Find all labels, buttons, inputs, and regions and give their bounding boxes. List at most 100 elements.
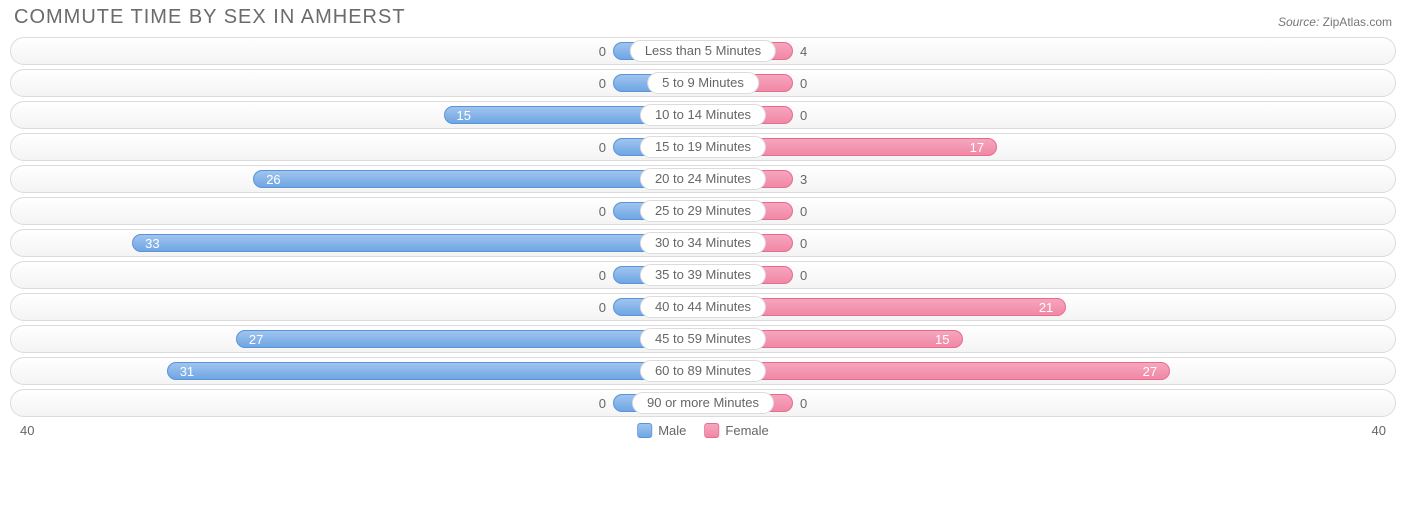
male-half: 27 (11, 326, 703, 352)
female-value: 0 (792, 236, 815, 251)
male-half: 15 (11, 102, 703, 128)
category-label: 15 to 19 Minutes (640, 136, 766, 158)
female-value: 0 (792, 76, 815, 91)
category-label: Less than 5 Minutes (630, 40, 776, 62)
female-value: 0 (792, 108, 815, 123)
category-label: 35 to 39 Minutes (640, 264, 766, 286)
legend-item-female: Female (704, 423, 768, 438)
chart-row: 005 to 9 Minutes (10, 67, 1396, 99)
legend-label-male: Male (658, 423, 686, 438)
female-half: 0 (703, 102, 1395, 128)
chart-row: 0 0 35 to 39 Minutes (10, 259, 1396, 291)
chart-row-track: 0 0 25 to 29 Minutes (10, 197, 1396, 225)
male-half: 0 (11, 294, 703, 320)
chart-row-track: 0 21 40 to 44 Minutes (10, 293, 1396, 321)
category-label: 45 to 59 Minutes (640, 328, 766, 350)
male-half: 0 (11, 134, 703, 160)
legend-item-male: Male (637, 423, 686, 438)
male-value: 0 (591, 44, 614, 59)
female-bar: 27 (703, 362, 1170, 380)
female-value: 27 (1135, 364, 1165, 379)
chart-row: 0 4 Less than 5 Minutes (10, 35, 1396, 67)
category-label: 30 to 34 Minutes (640, 232, 766, 254)
male-bar: 33 (132, 234, 703, 252)
chart-row-track: 0 4 Less than 5 Minutes (10, 37, 1396, 65)
male-bar: 31 (167, 362, 703, 380)
male-half: 26 (11, 166, 703, 192)
male-value: 15 (449, 108, 479, 123)
chart-footer: 40 Male Female 40 (10, 421, 1396, 445)
category-label: 40 to 44 Minutes (640, 296, 766, 318)
female-half: 0 (703, 390, 1395, 416)
male-value: 0 (591, 396, 614, 411)
female-half: 17 (703, 134, 1395, 160)
chart-row-track: 26 3 20 to 24 Minutes (10, 165, 1396, 193)
chart-row: 33 0 30 to 34 Minutes (10, 227, 1396, 259)
female-half: 0 (703, 262, 1395, 288)
female-value: 21 (1031, 300, 1061, 315)
axis-max-right: 40 (1372, 423, 1386, 438)
category-label: 60 to 89 Minutes (640, 360, 766, 382)
chart-row: 0 0 25 to 29 Minutes (10, 195, 1396, 227)
male-value: 0 (591, 140, 614, 155)
female-value: 4 (792, 44, 815, 59)
male-half: 33 (11, 230, 703, 256)
male-value: 0 (591, 204, 614, 219)
female-value: 0 (792, 204, 815, 219)
chart-row: 31 27 60 to 89 Minutes (10, 355, 1396, 387)
chart-row-track: 27 15 45 to 59 Minutes (10, 325, 1396, 353)
chart-source: Source: ZipAtlas.com (1278, 15, 1392, 29)
chart-legend: Male Female (637, 423, 769, 438)
female-value: 0 (792, 396, 815, 411)
male-half: 0 (11, 390, 703, 416)
chart-header: COMMUTE TIME BY SEX IN AMHERST Source: Z… (10, 6, 1396, 35)
source-label: Source: (1278, 15, 1319, 29)
male-half: 0 (11, 70, 703, 96)
male-value: 0 (591, 300, 614, 315)
legend-label-female: Female (725, 423, 768, 438)
category-label: 25 to 29 Minutes (640, 200, 766, 222)
legend-swatch-male (637, 423, 652, 438)
female-half: 15 (703, 326, 1395, 352)
chart-row-track: 33 0 30 to 34 Minutes (10, 229, 1396, 257)
source-value: ZipAtlas.com (1323, 15, 1392, 29)
axis-max-left: 40 (20, 423, 34, 438)
male-half: 31 (11, 358, 703, 384)
male-value: 26 (258, 172, 288, 187)
female-value: 3 (792, 172, 815, 187)
female-value: 0 (792, 268, 815, 283)
male-value: 33 (137, 236, 167, 251)
chart-title: COMMUTE TIME BY SEX IN AMHERST (14, 6, 406, 29)
male-value: 0 (591, 268, 614, 283)
chart-row: 0 21 40 to 44 Minutes (10, 291, 1396, 323)
category-label: 10 to 14 Minutes (640, 104, 766, 126)
female-value: 15 (927, 332, 957, 347)
male-bar: 26 (253, 170, 703, 188)
category-label: 20 to 24 Minutes (640, 168, 766, 190)
female-half: 0 (703, 230, 1395, 256)
chart-row: 26 3 20 to 24 Minutes (10, 163, 1396, 195)
legend-swatch-female (704, 423, 719, 438)
chart-row-track: 15 0 10 to 14 Minutes (10, 101, 1396, 129)
female-half: 3 (703, 166, 1395, 192)
female-value: 17 (962, 140, 992, 155)
chart-row-track: 0 0 35 to 39 Minutes (10, 261, 1396, 289)
male-value: 27 (241, 332, 271, 347)
female-half: 21 (703, 294, 1395, 320)
chart-body: 04Less than 5 Minutes005 to 9 Minutes150… (10, 35, 1396, 419)
female-half: 4 (703, 38, 1395, 64)
chart-row-track: 005 to 9 Minutes (10, 69, 1396, 97)
male-half: 0 (11, 262, 703, 288)
chart-row: 0090 or more Minutes (10, 387, 1396, 419)
chart-row: 0 17 15 to 19 Minutes (10, 131, 1396, 163)
chart-row-track: 0090 or more Minutes (10, 389, 1396, 417)
chart-row-track: 0 17 15 to 19 Minutes (10, 133, 1396, 161)
male-bar: 27 (236, 330, 703, 348)
chart-container: COMMUTE TIME BY SEX IN AMHERST Source: Z… (0, 0, 1406, 522)
female-half: 0 (703, 198, 1395, 224)
chart-row: 27 15 45 to 59 Minutes (10, 323, 1396, 355)
male-half: 0 (11, 38, 703, 64)
male-half: 0 (11, 198, 703, 224)
male-value: 0 (591, 76, 614, 91)
chart-row-track: 31 27 60 to 89 Minutes (10, 357, 1396, 385)
